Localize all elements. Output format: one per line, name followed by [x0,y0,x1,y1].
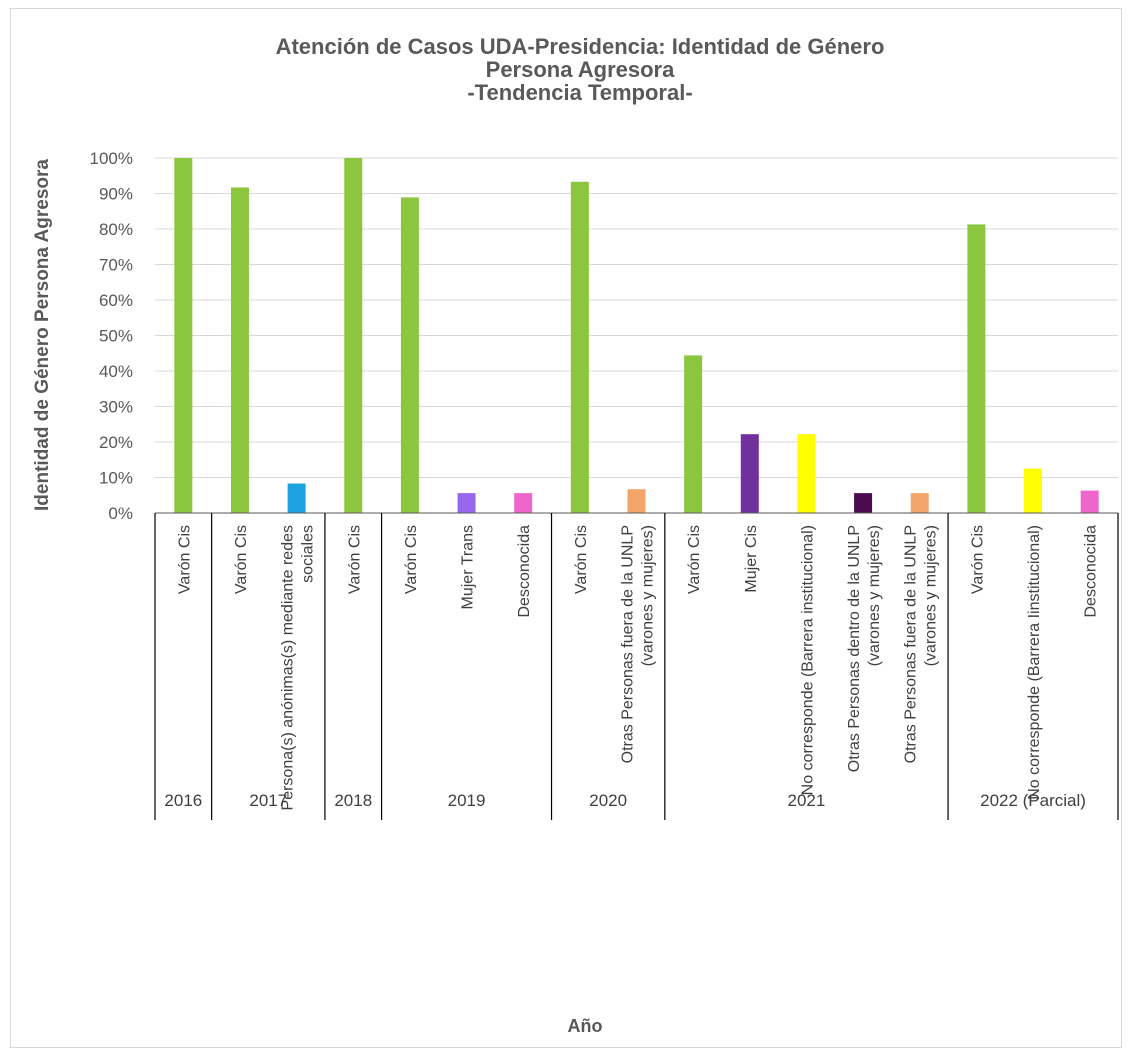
category-label: Persona(s) anónimas(s) mediante redes [280,525,297,810]
category-axis [154,512,1119,820]
bars [174,158,1099,513]
category-label: Otras Personas dentro de la UNLP [846,525,863,772]
bar [287,483,306,513]
year-label: 2020 [589,791,627,810]
chart-title-line: -Tendencia Temporal- [467,80,692,105]
chart-frame [10,8,1122,1048]
category-label: Desconocida [1083,525,1100,618]
year-label: 2017 [249,791,287,810]
bar [684,355,703,513]
bar [457,493,476,513]
bar [174,158,193,513]
bar [514,493,533,513]
chart-title-line: Persona Agresora [486,57,675,82]
bar [797,434,816,513]
chart-title: Atención de Casos UDA-Presidencia: Ident… [276,34,885,105]
category-label: (varones y mujeres) [923,525,940,666]
category-label: No corresponde (Barrera Iinstitucional) [1026,525,1043,800]
year-label: 2019 [448,791,486,810]
y-tick-label: 20% [99,433,133,452]
year-labels: 2016 2017 2018 2019 2020 2021 2022 (Parcial) [164,791,1086,810]
bar [740,434,759,513]
bar [1080,490,1099,513]
chart-title-line: Atención de Casos UDA-Presidencia: Ident… [276,34,885,59]
bar [344,158,363,513]
y-tick-labels: 0% 10% 20% 30% 40% 50% 60% 70% 80% 90% 100% [90,149,133,523]
category-label: Varón Cis [686,525,703,594]
y-tick-label: 10% [99,469,133,488]
bar [910,493,929,513]
y-tick-label: 70% [99,256,133,275]
x-axis-label: Año [568,1016,603,1036]
gridlines [155,157,1118,478]
bar [400,197,419,513]
category-label: Varón Cis [969,525,986,594]
category-label: No corresponde (Barrera institucional) [799,525,816,795]
y-tick-label: 100% [90,149,133,168]
category-label: Varón Cis [176,525,193,594]
year-label: 2021 [788,791,826,810]
category-label: Varón Cis [233,525,250,594]
y-tick-label: 0% [108,504,133,523]
y-tick-label: 30% [99,398,133,417]
y-tick-label: 90% [99,185,133,204]
category-label: (varones y mujeres) [866,525,883,666]
y-axis-label: Identidad de Género Persona Agresora [32,159,53,511]
category-labels: Varón Cis Varón Cis Persona(s) anónimas(s)… [176,525,1099,811]
bar [967,224,986,513]
category-label: Varón Cis [573,525,590,594]
y-tick-label: 50% [99,327,133,346]
category-label: Otras Personas fuera de la UNLP [903,525,920,763]
y-tick-label: 80% [99,220,133,239]
bar [854,493,873,513]
category-label: Desconocida [516,525,533,618]
bar [1024,468,1043,513]
y-tick-label: 60% [99,291,133,310]
category-label: Otras Personas fuera de la UNLP [620,525,637,763]
bar [570,181,589,513]
category-label: sociales [300,525,317,583]
category-label: Mujer Cis [743,525,760,593]
category-label: Varón Cis [403,525,420,594]
year-label: 2022 (Parcial) [980,791,1086,810]
category-label: Varón Cis [346,525,363,594]
category-label: (varones y mujeres) [640,525,657,666]
year-label: 2016 [164,791,202,810]
bar [230,187,249,513]
year-label: 2018 [334,791,372,810]
y-tick-label: 40% [99,362,133,381]
bar [627,489,646,513]
category-label: Mujer Trans [460,525,477,609]
